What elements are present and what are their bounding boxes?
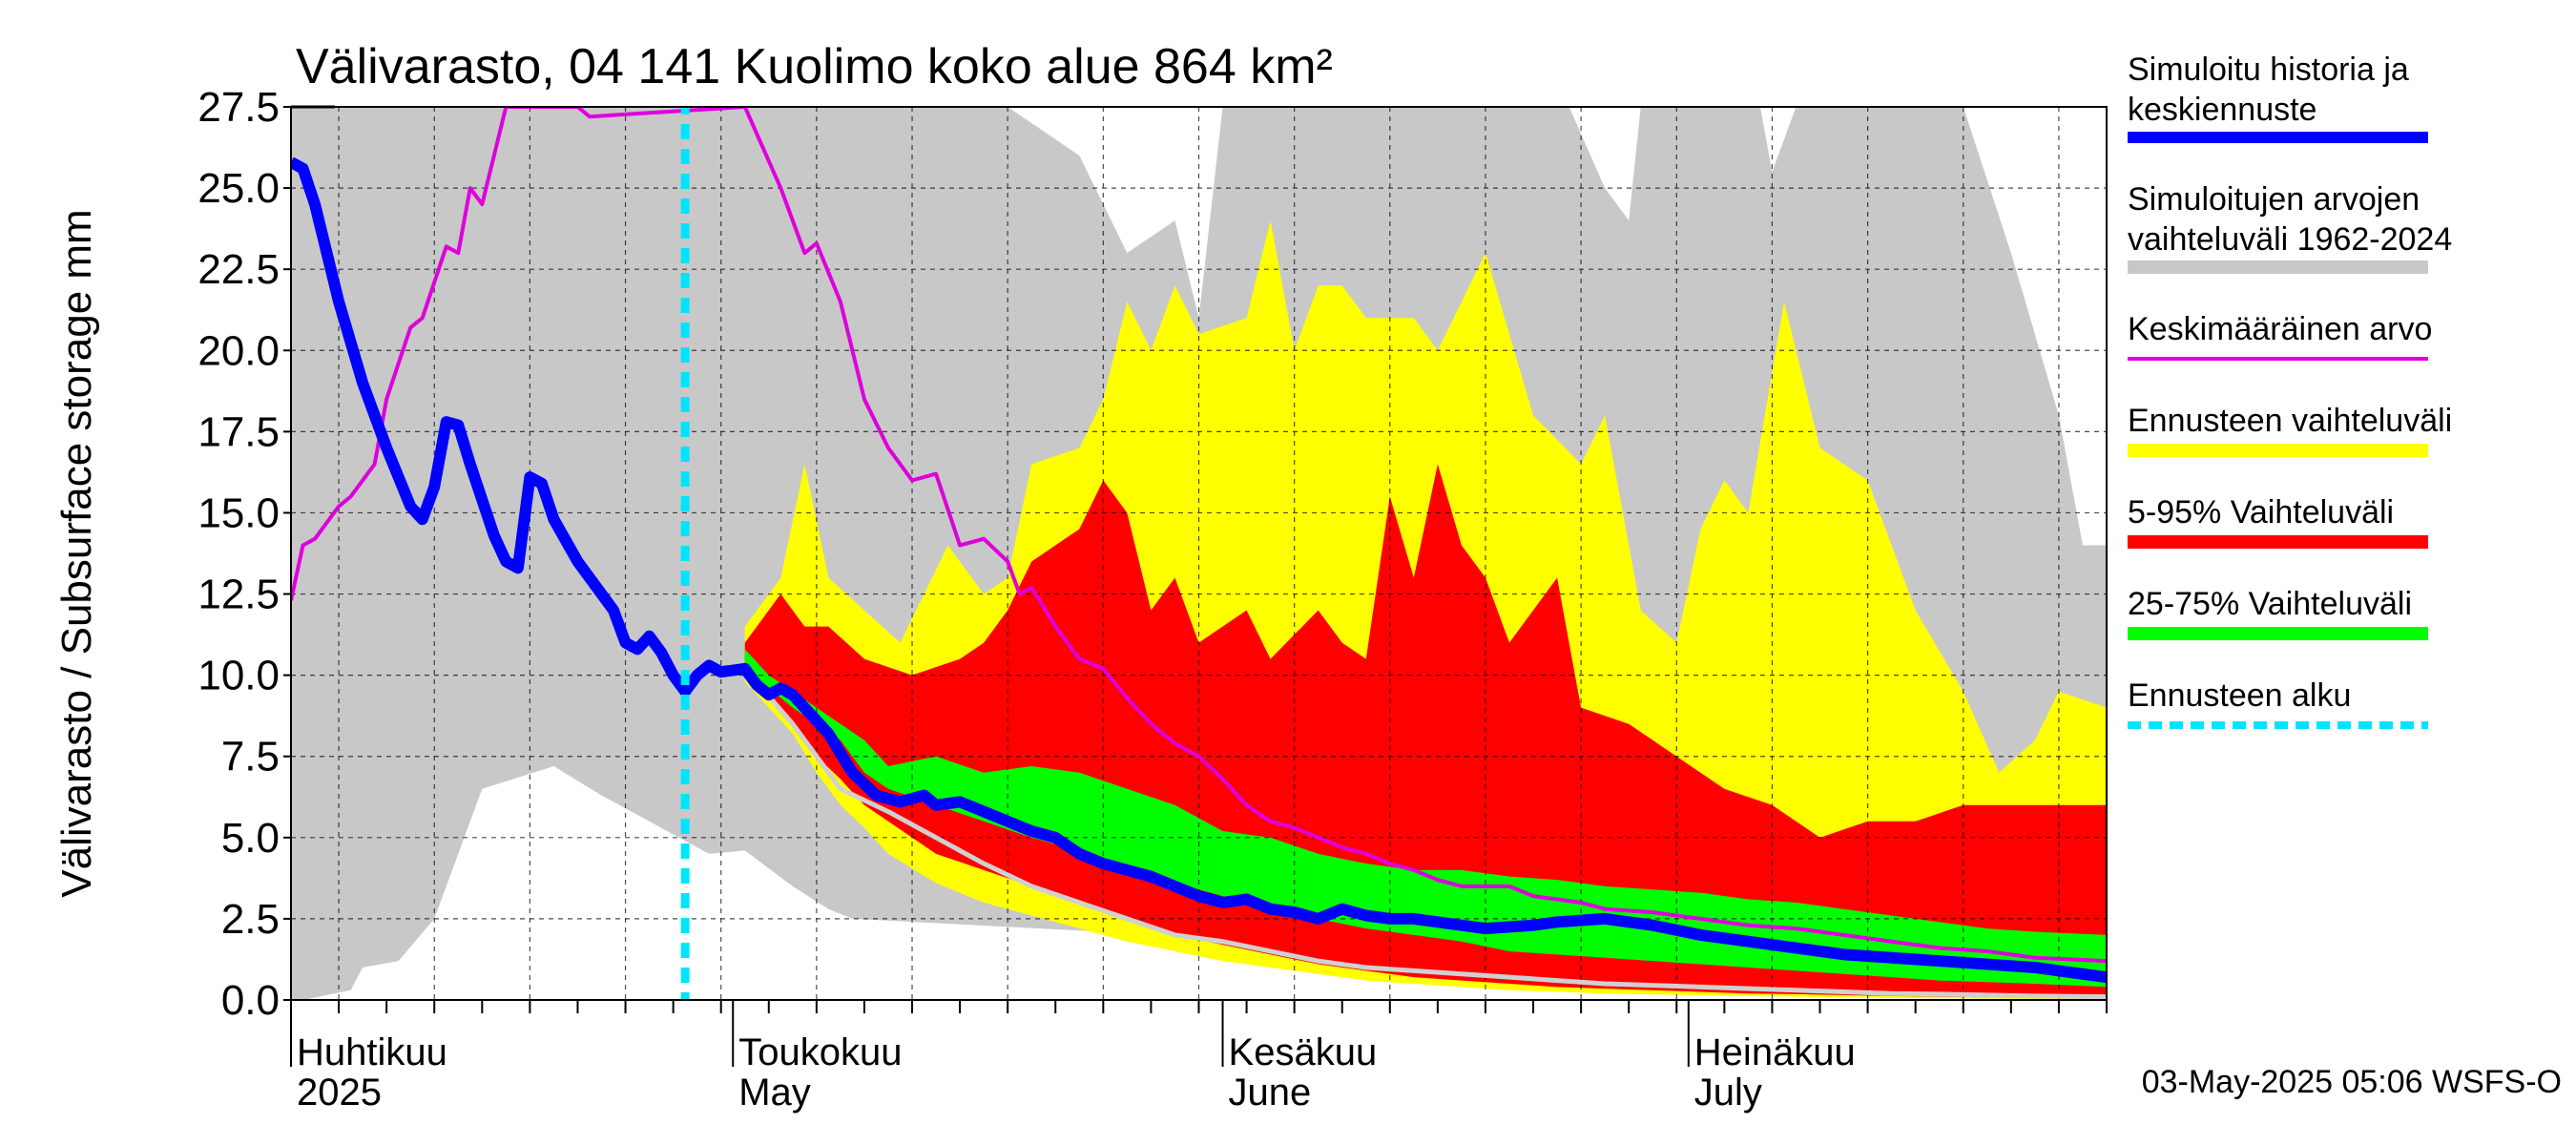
y-tick-label: 27.5 bbox=[197, 84, 280, 131]
y-tick-label: 2.5 bbox=[221, 896, 280, 943]
x-month-label: Toukokuu bbox=[738, 1031, 902, 1073]
legend: Simuloitu historia ja keskiennuste Simuloi… bbox=[2128, 52, 2452, 729]
line-layer bbox=[291, 107, 2107, 1000]
x-month-label: Huhtikuu bbox=[297, 1031, 447, 1073]
x-month-label: Heinäkuu bbox=[1694, 1031, 1856, 1073]
legend-label: Ennusteen vaihteluväli bbox=[2128, 403, 2452, 439]
x-month-sublabel: 2025 bbox=[297, 1072, 382, 1114]
legend-label: 5-95% Vaihteluväli bbox=[2128, 494, 2394, 531]
y-tick-label: 5.0 bbox=[221, 815, 280, 862]
legend-label: Ennusteen alku bbox=[2128, 677, 2351, 714]
mean-line bbox=[291, 107, 2107, 964]
x-month-label: Kesäkuu bbox=[1229, 1031, 1378, 1073]
x-month-sublabel: July bbox=[1694, 1072, 1762, 1114]
y-tick-label: 10.0 bbox=[197, 653, 280, 699]
y-tick-label: 12.5 bbox=[197, 572, 280, 618]
legend-label: Keskimääräinen arvo bbox=[2128, 311, 2432, 347]
legend-label: vaihteluväli 1962-2024 bbox=[2128, 221, 2452, 258]
footer-timestamp: 03-May-2025 05:06 WSFS-O bbox=[2142, 1064, 2562, 1100]
band-layer bbox=[291, 107, 2107, 1000]
median-forecast-line bbox=[291, 156, 2107, 984]
legend-label: Simuloitujen arvojen bbox=[2128, 181, 2420, 218]
y-tick-label: 17.5 bbox=[197, 408, 280, 455]
chart-title: Välivarasto, 04 141 Kuolimo koko alue 86… bbox=[296, 39, 1333, 94]
y-tick-labels: 0.0 2.5 5.0 7.5 10.0 12.5 15.0 17.5 20.0 22.5 25.0… bbox=[197, 84, 291, 1024]
x-month-sublabel: June bbox=[1229, 1072, 1312, 1114]
y-tick-label: 20.0 bbox=[197, 327, 280, 374]
y-tick-label: 15.0 bbox=[197, 489, 280, 536]
p5-95-band bbox=[744, 464, 2107, 999]
legend-label: 25-75% Vaihteluväli bbox=[2128, 586, 2412, 622]
legend-label: keskiennuste bbox=[2128, 92, 2316, 128]
axes-layer bbox=[290, 105, 2108, 1013]
y-axis-label: Välivarasto / Subsurface storage mm bbox=[53, 209, 100, 897]
grey-forecast-line bbox=[742, 667, 2107, 1000]
p25-75-band bbox=[744, 649, 2107, 988]
y-tick-label: 25.0 bbox=[197, 165, 280, 212]
y-tick-label: 0.0 bbox=[221, 977, 280, 1024]
x-month-sublabel: May bbox=[738, 1072, 811, 1114]
y-tick-label: 22.5 bbox=[197, 246, 280, 293]
y-tick-label: 7.5 bbox=[221, 734, 280, 781]
legend-label: Simuloitu historia ja bbox=[2128, 52, 2409, 88]
